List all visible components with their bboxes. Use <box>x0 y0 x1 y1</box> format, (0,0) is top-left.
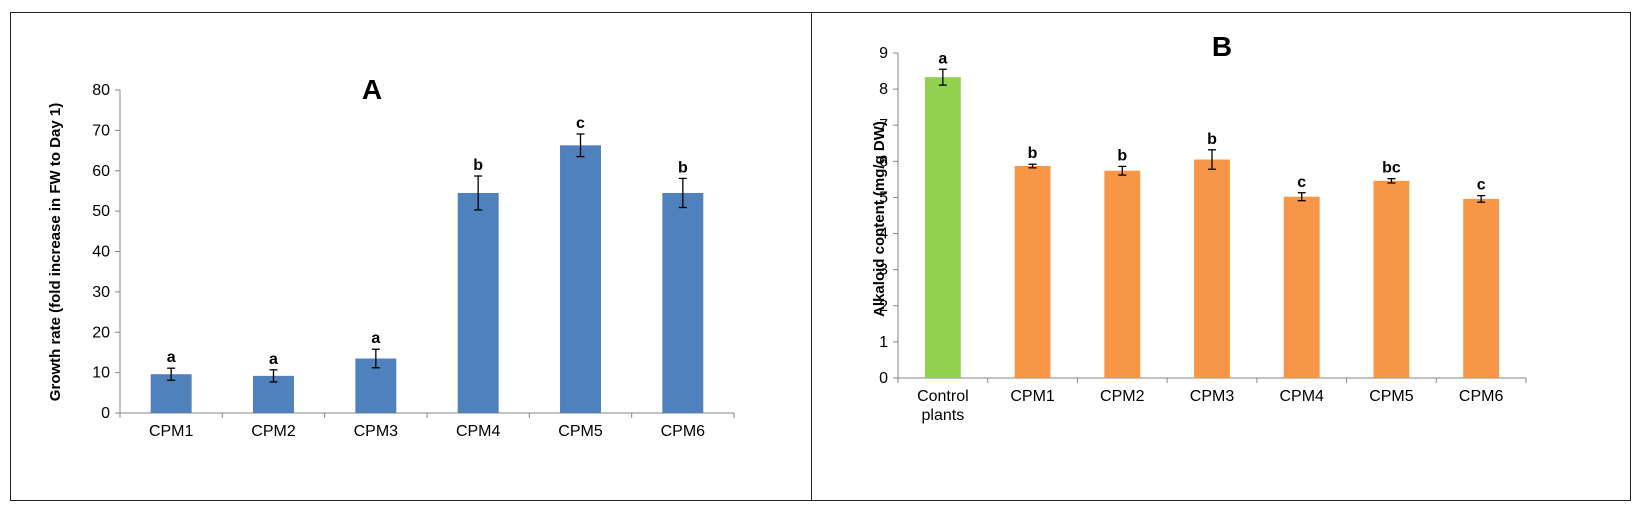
chart-b-category-label: CPM6 <box>1459 388 1504 405</box>
chart-a-significance-label: a <box>371 330 380 347</box>
chart-a-bar <box>560 145 601 413</box>
chart-b-significance-label: b <box>1117 147 1127 164</box>
chart-b-category-label: plants <box>922 407 965 424</box>
chart-a-category-label: CPM3 <box>354 423 399 440</box>
chart-a-significance-label: b <box>473 157 483 174</box>
chart-b-ytick-label: 0 <box>879 370 888 387</box>
chart-b-category-label: CPM2 <box>1100 388 1145 405</box>
chart-b-significance-label: b <box>1207 131 1217 148</box>
chart-a-significance-label: b <box>678 159 688 176</box>
chart-a-significance-label: a <box>167 349 176 366</box>
chart-b-ylabel: Alkaloid content (mg/g DW) <box>871 121 888 317</box>
chart-b-ytick-label: 8 <box>879 81 888 98</box>
chart-b-bar <box>1373 180 1410 378</box>
chart-b-category-label: CPM4 <box>1279 388 1324 405</box>
chart-b-category-label: CPM5 <box>1369 388 1414 405</box>
chart-a-category-label: CPM1 <box>149 423 194 440</box>
chart-a-significance-label: a <box>269 351 278 368</box>
chart-b-title: B <box>1212 31 1232 62</box>
chart-a-bar <box>662 192 704 413</box>
panel-divider <box>811 12 812 501</box>
chart-b-significance-label: c <box>1477 177 1486 194</box>
chart-a-category-label: CPM2 <box>251 423 296 440</box>
chart-a-category-label: CPM4 <box>456 423 501 440</box>
chart-a-ylabel: Growth rate (fold increase in FW to Day … <box>47 103 64 401</box>
chart-a-title: A <box>362 74 382 105</box>
chart-a-category-label: CPM6 <box>661 423 706 440</box>
chart-b-bar <box>1283 196 1320 378</box>
chart-b-category-label: CPM1 <box>1010 388 1055 405</box>
chart-b-category-label: Control <box>917 388 969 405</box>
chart-b-ytick-label: 3 <box>879 262 888 279</box>
chart-b-bar <box>1194 159 1230 378</box>
chart-b-significance-label: c <box>1297 174 1306 191</box>
chart-b-ytick-label: 5 <box>879 189 888 206</box>
chart-b-ytick-label: 6 <box>879 153 888 170</box>
chart-b-bar <box>1014 166 1051 378</box>
chart-b-ytick-label: 7 <box>879 117 888 134</box>
chart-b-ytick-label: 9 <box>879 45 888 62</box>
chart-a-ytick-label: 70 <box>92 122 110 139</box>
chart-b-bar <box>924 77 961 378</box>
chart-b-plot: 0 1 2 3 4 5 6 7 8 9 a Control plants b CPM1 b CPM2 b CPM3 c… <box>879 45 1527 424</box>
chart-a-ytick-label: 20 <box>92 324 110 341</box>
chart-a-ytick-label: 10 <box>92 365 110 382</box>
chart-b-significance-label: bc <box>1382 160 1401 177</box>
chart-a-ytick-label: 0 <box>101 405 110 422</box>
chart-a-ytick-label: 60 <box>92 163 110 180</box>
chart-b-significance-label: a <box>938 50 947 67</box>
chart-b-ytick-label: 2 <box>879 298 888 315</box>
chart-b-category-label: CPM3 <box>1190 388 1235 405</box>
chart-a-ytick-label: 40 <box>92 244 110 261</box>
chart-b-ytick-label: 1 <box>879 334 888 351</box>
chart-b-bar <box>1104 170 1141 378</box>
chart-a-category-label: CPM5 <box>558 423 603 440</box>
chart-a-plot: 0 10 20 30 40 50 60 70 80 a CPM1 a CPM2 a CPM3 b CPM4 c CP… <box>92 82 735 440</box>
chart-a-ytick-label: 30 <box>92 284 110 301</box>
chart-a-bar <box>457 192 499 413</box>
chart-b-bar <box>1463 198 1500 378</box>
chart-b-ytick-label: 4 <box>879 226 888 243</box>
chart-b-significance-label: b <box>1028 145 1038 162</box>
chart-a-ytick-label: 50 <box>92 203 110 220</box>
chart-a-significance-label: c <box>576 115 585 132</box>
chart-a-ytick-label: 80 <box>92 82 110 99</box>
figure-frame <box>10 12 1631 501</box>
